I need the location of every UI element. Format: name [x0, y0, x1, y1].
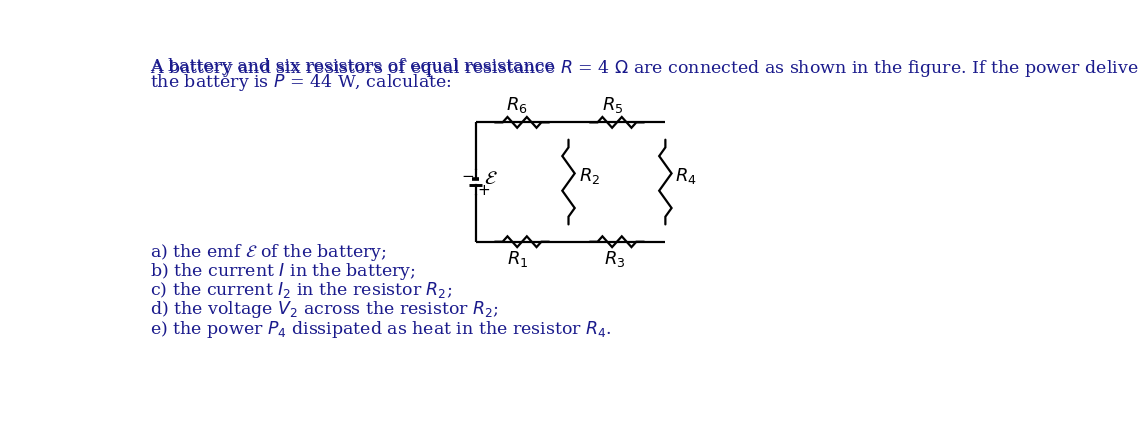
Text: $R_2$: $R_2$ [579, 166, 601, 186]
Text: $R_6$: $R_6$ [506, 95, 528, 115]
Text: $R_4$: $R_4$ [675, 166, 696, 186]
Text: d) the voltage $V_2$ across the resistor $R_2$;: d) the voltage $V_2$ across the resistor… [150, 299, 500, 321]
Text: c) the current $I_2$ in the resistor $R_2$;: c) the current $I_2$ in the resistor $R_… [150, 280, 452, 300]
Text: a) the emf $\mathcal{E}$ of the battery;: a) the emf $\mathcal{E}$ of the battery; [150, 242, 387, 263]
Text: the battery is $P$ = 44 W, calculate:: the battery is $P$ = 44 W, calculate: [150, 72, 452, 93]
Text: b) the current $I$ in the battery;: b) the current $I$ in the battery; [150, 261, 415, 282]
Text: $+$: $+$ [477, 184, 490, 198]
Text: A battery and six resistors of equal resistance $R$ = 4 $\Omega$ are connected a: A battery and six resistors of equal res… [150, 58, 1138, 80]
Text: A battery and six resistors of equal resistance: A battery and six resistors of equal res… [150, 58, 560, 75]
Text: $\mathcal{E}$: $\mathcal{E}$ [484, 170, 497, 188]
Text: $R_1$: $R_1$ [508, 250, 529, 269]
Text: $-$: $-$ [461, 168, 473, 182]
Text: $R_3$: $R_3$ [604, 250, 626, 269]
Text: e) the power $P_4$ dissipated as heat in the resistor $R_4$.: e) the power $P_4$ dissipated as heat in… [150, 319, 611, 340]
Text: $R_5$: $R_5$ [602, 95, 624, 115]
